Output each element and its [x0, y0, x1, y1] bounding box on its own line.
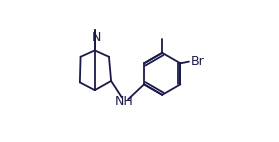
Text: NH: NH [115, 95, 134, 108]
Text: Br: Br [191, 55, 205, 68]
Text: N: N [92, 31, 101, 44]
